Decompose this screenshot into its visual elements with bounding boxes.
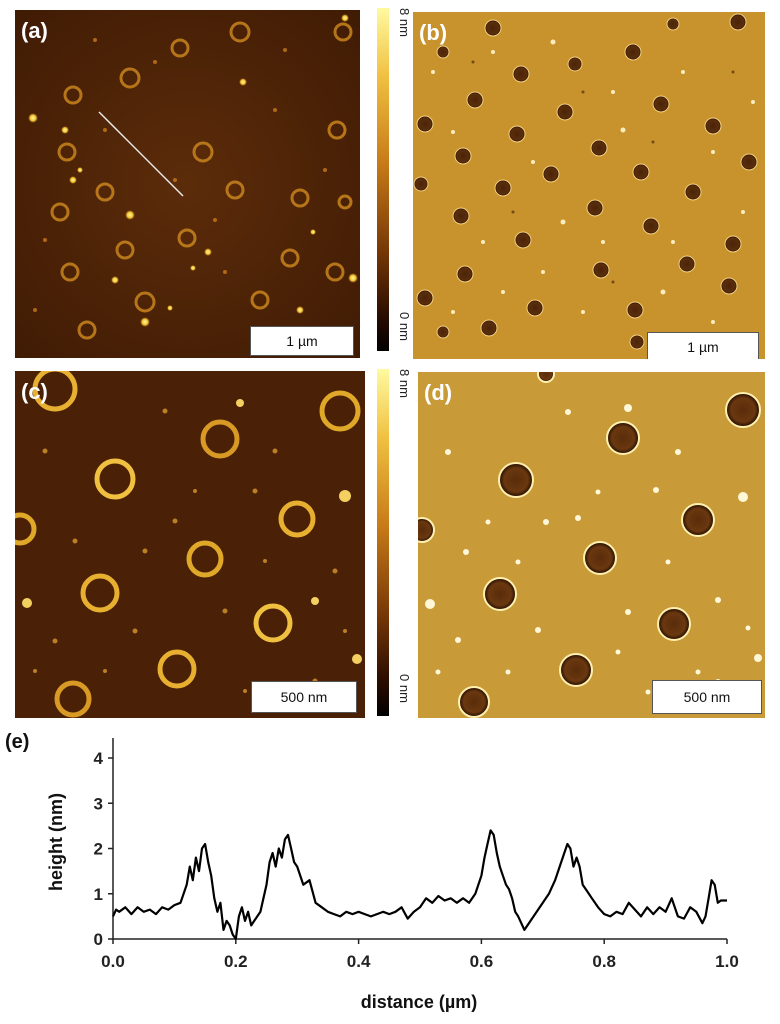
panel-label-d: (d) (424, 380, 453, 405)
x-tick-label: 0.8 (592, 952, 616, 971)
y-tick-label: 1 (94, 885, 103, 904)
panel-label-c: (c) (21, 379, 48, 404)
colorbar-bottom-min-label: 0 nm (397, 674, 412, 703)
x-axis-title: distance (µm) (361, 992, 477, 1012)
height-profile-chart: (e) 0 1 2 3 4 0.0 0.2 0.4 0.6 0.8 1.0 distance (µ… (5, 731, 739, 1012)
height-colorbar-top (377, 8, 389, 351)
height-colorbar-bottom (377, 369, 389, 716)
panel-label-b: (b) (419, 20, 448, 45)
afm-panel-d: (d) 500 nm (418, 372, 765, 718)
x-tick-label: 0.4 (347, 952, 371, 971)
profile-line (98, 111, 184, 197)
y-axis-title: height (nm) (46, 793, 66, 891)
colorbar-top-min-label: 0 nm (397, 312, 412, 341)
x-tick-label: 1.0 (715, 952, 739, 971)
scalebar-b: 1 µm (647, 332, 759, 359)
scalebar-c: 500 nm (251, 681, 357, 713)
scalebar-a: 1 µm (250, 326, 354, 356)
y-axis-ticks: 0 1 2 3 4 (94, 749, 113, 949)
afm-amplitude-image-d (418, 372, 765, 718)
afm-panel-a: (a) 1 µm (15, 10, 360, 358)
colorbar-bottom-max-label: 8 nm (397, 369, 412, 398)
afm-height-image-c (15, 371, 365, 718)
afm-height-image-a (15, 10, 360, 358)
height-profile-series-line (111, 829, 727, 941)
x-tick-label: 0.2 (224, 952, 248, 971)
x-tick-label: 0.6 (470, 952, 494, 971)
y-tick-label: 2 (94, 840, 103, 859)
panel-label-a: (a) (21, 18, 48, 43)
afm-amplitude-image-b (413, 12, 765, 359)
x-tick-label: 0.0 (101, 952, 125, 971)
afm-panel-c: (c) 500 nm (15, 371, 365, 718)
afm-panel-b: (b) 1 µm (413, 12, 765, 359)
chart-panel-label: (e) (5, 731, 29, 753)
scalebar-d: 500 nm (652, 680, 762, 714)
x-axis-ticks: 0.0 0.2 0.4 0.6 0.8 1.0 (101, 939, 739, 971)
colorbar-top-max-label: 8 nm (397, 8, 412, 37)
y-tick-label: 3 (94, 794, 103, 813)
y-tick-label: 0 (94, 930, 103, 949)
y-tick-label: 4 (94, 749, 104, 768)
